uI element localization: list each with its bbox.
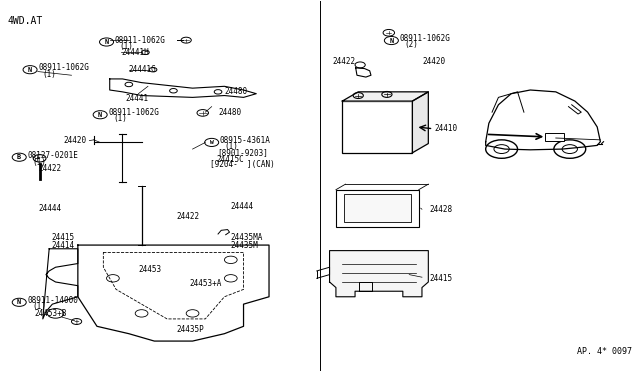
Polygon shape: [342, 92, 428, 101]
Text: 24415C: 24415C: [217, 154, 244, 164]
Text: (1): (1): [113, 114, 127, 123]
Text: 24444: 24444: [231, 202, 254, 211]
Text: [8901-9203]: [8901-9203]: [217, 148, 268, 157]
Text: 4WD.AT: 4WD.AT: [8, 16, 43, 26]
Text: 24444: 24444: [38, 203, 61, 213]
Text: 24441: 24441: [125, 94, 148, 103]
Text: N: N: [389, 38, 394, 44]
Text: 24453: 24453: [138, 264, 161, 273]
Text: (1): (1): [32, 157, 46, 167]
Text: 24435MA: 24435MA: [231, 233, 263, 242]
Text: 24480: 24480: [218, 108, 241, 118]
Text: W: W: [210, 140, 214, 145]
Text: +: +: [74, 318, 79, 324]
Text: 24453+B: 24453+B: [35, 309, 67, 318]
Text: 08127-0201E: 08127-0201E: [28, 151, 78, 160]
Text: (1): (1): [32, 302, 46, 311]
Text: (1): (1): [225, 142, 238, 151]
Text: (2): (2): [404, 41, 418, 49]
Text: N: N: [17, 299, 21, 305]
Text: N: N: [28, 67, 32, 73]
Text: 24480: 24480: [225, 87, 248, 96]
Polygon shape: [412, 92, 428, 153]
Bar: [336, 190, 419, 227]
Text: 24410: 24410: [435, 124, 458, 133]
Text: +: +: [33, 154, 40, 163]
Text: 24422: 24422: [333, 57, 356, 66]
Polygon shape: [330, 251, 428, 297]
Bar: [342, 101, 412, 153]
Text: (1): (1): [119, 42, 133, 51]
Text: B: B: [17, 154, 21, 160]
Text: 24453+A: 24453+A: [189, 279, 221, 288]
Bar: [545, 133, 564, 141]
Text: 24428: 24428: [429, 205, 452, 214]
Text: 08915-4361A: 08915-4361A: [220, 136, 271, 145]
Text: 24415: 24415: [429, 274, 452, 283]
Text: 24415: 24415: [51, 233, 74, 242]
Text: N: N: [98, 112, 102, 118]
Text: 24435P: 24435P: [177, 325, 204, 334]
Text: 24420: 24420: [422, 57, 445, 66]
Text: 24441H: 24441H: [121, 48, 149, 57]
Bar: [344, 194, 411, 222]
Text: 08911-1062G: 08911-1062G: [38, 63, 89, 72]
Text: N: N: [104, 39, 109, 45]
Text: 24441G: 24441G: [129, 65, 157, 74]
Text: 24420: 24420: [64, 136, 87, 145]
Text: 24414: 24414: [51, 241, 74, 250]
Text: [9204-  ](CAN): [9204- ](CAN): [211, 160, 275, 170]
Text: 08911-14000: 08911-14000: [28, 296, 78, 305]
Text: 24422: 24422: [177, 212, 200, 221]
Text: (1): (1): [43, 70, 57, 78]
Text: 08911-1062G: 08911-1062G: [115, 36, 166, 45]
Text: 08911-1062G: 08911-1062G: [399, 34, 451, 43]
Text: 08911-1062G: 08911-1062G: [108, 108, 159, 118]
Text: 24435M: 24435M: [231, 241, 259, 250]
Text: 24422: 24422: [38, 164, 61, 173]
Text: AP. 4* 0097: AP. 4* 0097: [577, 347, 632, 356]
